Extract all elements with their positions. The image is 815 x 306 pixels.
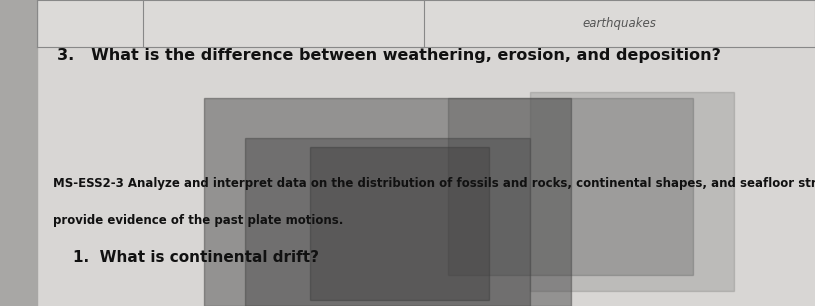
Bar	[448, 98, 693, 275]
Bar	[310, 147, 489, 300]
Text: provide evidence of the past plate motions.: provide evidence of the past plate motio…	[53, 214, 343, 227]
Bar	[37, 47, 815, 306]
Bar	[204, 98, 570, 306]
Text: MS-ESS2-3 Analyze and interpret data on the distribution of fossils and rocks, c: MS-ESS2-3 Analyze and interpret data on …	[53, 177, 815, 190]
Text: 1.  What is continental drift?: 1. What is continental drift?	[73, 249, 319, 265]
Text: earthquakes: earthquakes	[583, 17, 656, 30]
Bar	[0, 0, 37, 306]
Bar	[244, 138, 530, 306]
Text: 3.   What is the difference between weathering, erosion, and deposition?: 3. What is the difference between weathe…	[57, 47, 721, 63]
Bar	[37, 0, 815, 47]
Bar	[530, 92, 734, 291]
